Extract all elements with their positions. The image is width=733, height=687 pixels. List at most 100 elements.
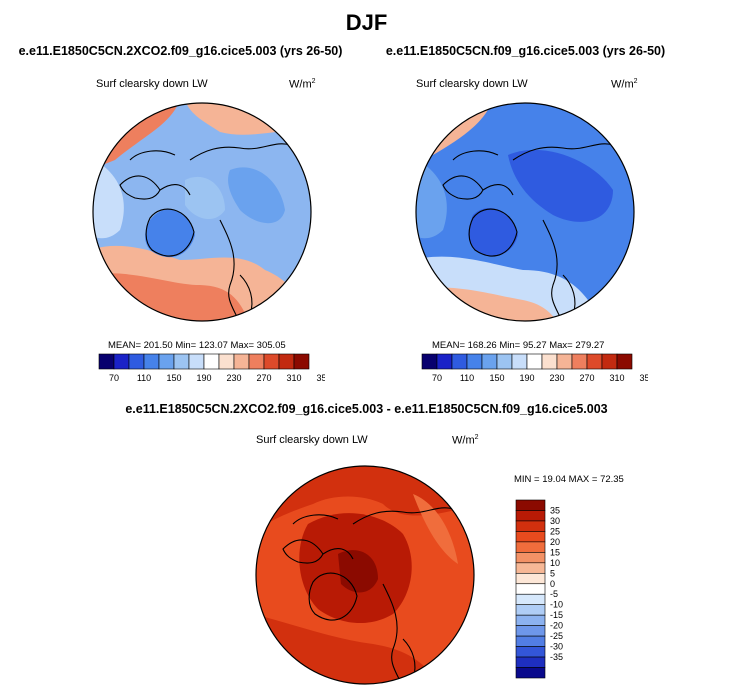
- panel-a-field-cold-greenland: [145, 209, 195, 258]
- panel-a-colorbar: 70 110 150 190 230 270 310 350: [98, 353, 325, 383]
- panel-a-stats: MEAN= 201.50 Min= 123.07 Max= 305.05: [108, 340, 286, 351]
- panel-b-field-cold-greenland: [468, 207, 518, 256]
- panel-a-field-arctic: [185, 176, 225, 220]
- colorbar-swatch: [263, 353, 280, 370]
- colorbar-tick-label: 20: [550, 537, 560, 547]
- panel-diff-variable-label: Surf clearsky down LW: [256, 434, 368, 446]
- colorbar-swatch: [278, 353, 295, 370]
- panel-b-colorbar: 70 110 150 190 230 270 310 350: [421, 353, 648, 383]
- colorbar-swatch: [616, 353, 633, 370]
- panel-a-variable-label: Surf clearsky down LW: [96, 78, 208, 90]
- colorbar-tick-label: 230: [549, 373, 564, 383]
- colorbar-tick-label: -30: [550, 642, 563, 652]
- colorbar-swatch: [515, 604, 546, 616]
- panel-a-units: W/m2: [289, 78, 316, 91]
- panel-diff-map-border: [255, 465, 475, 685]
- colorbar-swatch: [515, 646, 546, 658]
- colorbar-swatch: [436, 353, 453, 370]
- colorbar-tick-label: -35: [550, 652, 563, 662]
- panel-diff-field-core: [338, 550, 378, 593]
- colorbar-tick-label: 310: [286, 373, 301, 383]
- colorbar-swatch: [515, 552, 546, 564]
- panel-diff-stats: MIN = 19.04 MAX = 72.35: [514, 474, 624, 485]
- colorbar-swatch: [515, 667, 546, 679]
- colorbar-swatch: [293, 353, 310, 370]
- main-title: DJF: [345, 10, 388, 35]
- colorbar-tick-label: -10: [550, 600, 563, 610]
- colorbar-tick-label: 30: [550, 516, 560, 526]
- panel-b-units: W/m2: [611, 78, 638, 91]
- colorbar-swatch: [451, 353, 468, 370]
- colorbar-swatch: [173, 353, 190, 370]
- colorbar-swatch: [556, 353, 573, 370]
- colorbar-swatch: [143, 353, 160, 370]
- colorbar-swatch: [571, 353, 588, 370]
- colorbar-tick-label: 35: [550, 505, 560, 515]
- panel-b-title: e.e11.E1850C5CN.f09_g16.cice5.003 (yrs 2…: [385, 44, 666, 58]
- colorbar-tick-label: 190: [196, 373, 211, 383]
- colorbar-tick-label: 15: [550, 547, 560, 557]
- panel-a-map-border: [92, 102, 312, 322]
- colorbar-swatch: [233, 353, 250, 370]
- colorbar-tick-label: 0: [550, 579, 555, 589]
- colorbar-swatch: [481, 353, 498, 370]
- colorbar-swatch: [515, 593, 546, 606]
- colorbar-swatch: [218, 353, 235, 370]
- colorbar-swatch: [203, 353, 220, 370]
- colorbar-tick-label: 25: [550, 526, 560, 536]
- colorbar-tick-label: -15: [550, 610, 563, 620]
- colorbar-tick-label: -25: [550, 631, 563, 641]
- colorbar-swatch: [515, 499, 546, 511]
- colorbar-swatch: [248, 353, 265, 370]
- colorbar-swatch: [188, 353, 205, 370]
- panel-b-coastlines: [442, 143, 614, 321]
- colorbar-swatch: [496, 353, 513, 370]
- colorbar-tick-label: 270: [256, 373, 271, 383]
- colorbar-tick-label: 10: [550, 558, 560, 568]
- colorbar-swatch: [421, 353, 438, 370]
- colorbar-swatch: [586, 353, 603, 370]
- panel-a-field-cold-siberia: [228, 167, 285, 224]
- panel-b-polar-map: [415, 102, 635, 322]
- colorbar-tick-label: -5: [550, 589, 558, 599]
- colorbar-swatch: [515, 583, 546, 595]
- colorbar-swatch: [515, 520, 546, 532]
- panel-a-title: e.e11.E1850C5CN.2XCO2.f09_g16.cice5.003 …: [18, 44, 343, 58]
- panel-b-variable-label: Surf clearsky down LW: [416, 78, 528, 90]
- colorbar-swatch: [511, 353, 528, 370]
- colorbar-tick-label: 110: [460, 373, 474, 383]
- colorbar-swatch: [466, 353, 483, 370]
- colorbar-tick-label: 150: [489, 373, 504, 383]
- colorbar-swatch: [515, 635, 546, 647]
- colorbar-swatch: [541, 353, 558, 370]
- colorbar-tick-label: 5: [550, 568, 555, 578]
- colorbar-tick-label: 70: [432, 373, 442, 383]
- panel-b-field-cold-arctic: [508, 149, 613, 222]
- colorbar-tick-label: 230: [226, 373, 241, 383]
- colorbar-tick-label: 150: [166, 373, 181, 383]
- colorbar-swatch: [158, 353, 175, 370]
- colorbar-tick-label: 350: [639, 373, 648, 383]
- colorbar-swatch: [515, 562, 546, 574]
- colorbar-swatch: [515, 656, 546, 668]
- colorbar-swatch: [515, 510, 546, 522]
- colorbar-swatch: [515, 531, 546, 543]
- colorbar-swatch: [515, 625, 546, 637]
- colorbar-tick-label: 70: [109, 373, 119, 383]
- panel-b-stats: MEAN= 168.26 Min= 95.27 Max= 279.27: [432, 340, 605, 351]
- colorbar-swatch: [113, 353, 130, 370]
- colorbar-tick-label: 110: [137, 373, 151, 383]
- colorbar-swatch: [98, 353, 115, 370]
- colorbar-swatch: [515, 541, 546, 553]
- colorbar-tick-label: 350: [316, 373, 325, 383]
- panel-diff-polar-map: [255, 465, 475, 685]
- colorbar-swatch: [128, 353, 145, 370]
- colorbar-tick-label: 270: [579, 373, 594, 383]
- colorbar-swatch: [515, 614, 546, 626]
- panel-b-map-border: [415, 102, 635, 322]
- panel-a-polar-map: [92, 102, 312, 322]
- colorbar-swatch: [515, 572, 546, 585]
- panel-diff-title: e.e11.E1850C5CN.2XCO2.f09_g16.cice5.003 …: [125, 402, 608, 416]
- panel-diff-units: W/m2: [452, 434, 479, 447]
